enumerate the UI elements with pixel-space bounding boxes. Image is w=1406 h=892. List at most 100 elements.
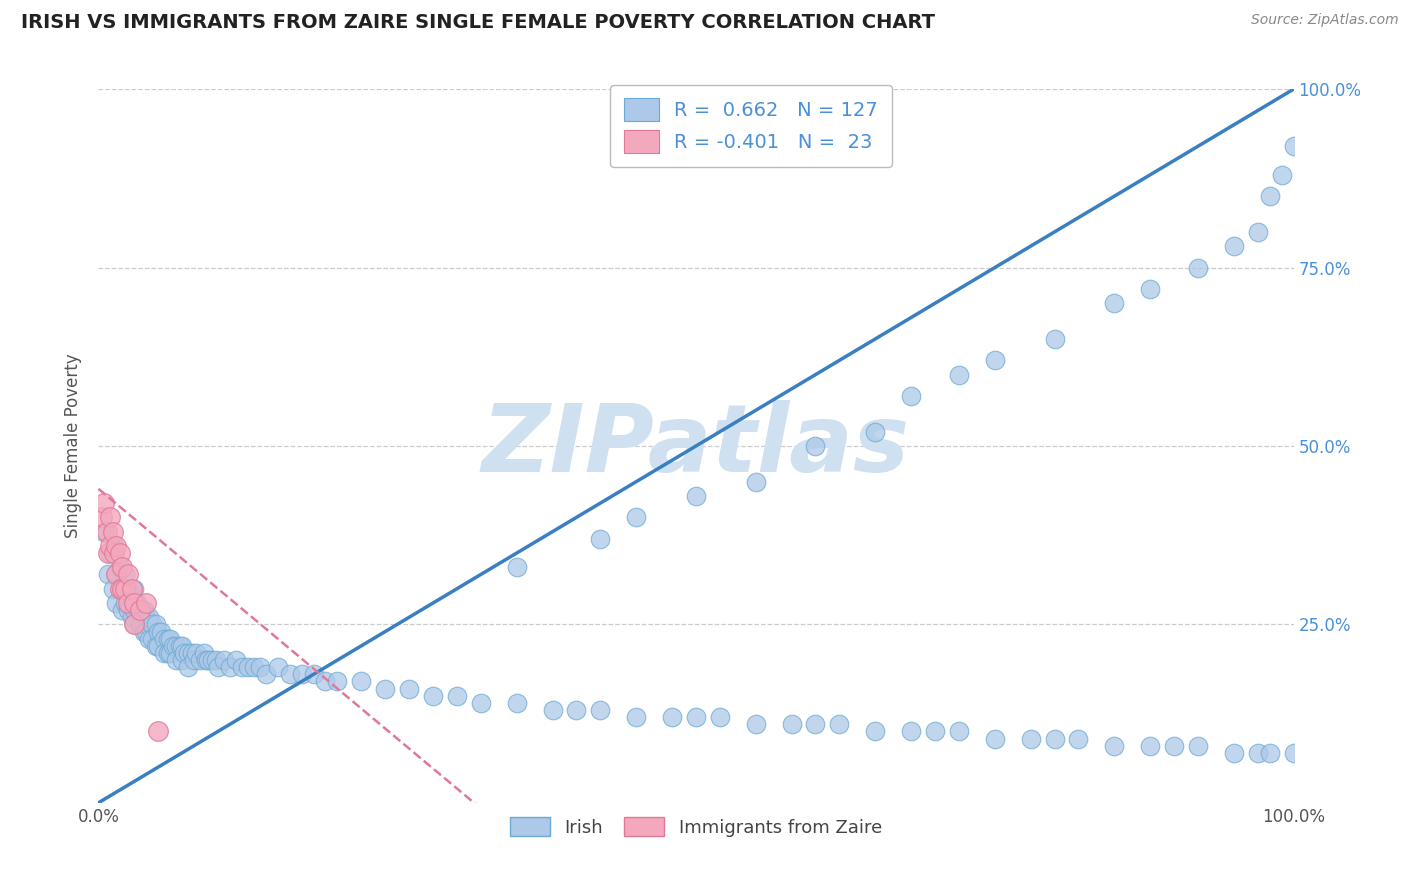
Point: [900, 724, 922, 739]
Point: [1187, 260, 1209, 275]
Point: [900, 389, 922, 403]
Point: [145, 617, 167, 632]
Point: [709, 710, 731, 724]
Point: [177, 646, 200, 660]
Point: [148, 624, 170, 639]
Point: [156, 632, 179, 646]
Point: [236, 660, 259, 674]
Point: [162, 639, 184, 653]
Point: [219, 660, 242, 674]
Point: [121, 610, 143, 624]
Point: [135, 624, 157, 639]
Point: [132, 624, 155, 639]
Point: [948, 368, 970, 382]
Point: [156, 646, 179, 660]
Point: [745, 717, 768, 731]
Point: [105, 596, 128, 610]
Point: [124, 617, 146, 632]
Point: [101, 582, 124, 596]
Point: [1223, 746, 1246, 760]
Point: [231, 660, 253, 674]
Y-axis label: Single Female Poverty: Single Female Poverty: [65, 354, 83, 538]
Point: [97, 546, 120, 560]
Point: [1043, 332, 1066, 346]
Point: [153, 632, 176, 646]
Text: IRISH VS IMMIGRANTS FROM ZAIRE SINGLE FEMALE POVERTY CORRELATION CHART: IRISH VS IMMIGRANTS FROM ZAIRE SINGLE FE…: [21, 13, 935, 32]
Point: [121, 582, 143, 596]
Point: [828, 717, 851, 731]
Point: [804, 439, 827, 453]
Point: [117, 567, 139, 582]
Point: [804, 717, 827, 731]
Point: [149, 624, 172, 639]
Point: [98, 539, 122, 553]
Point: [350, 674, 373, 689]
Point: [661, 710, 683, 724]
Point: [117, 582, 139, 596]
Point: [780, 717, 803, 731]
Point: [626, 510, 648, 524]
Point: [138, 610, 160, 624]
Point: [589, 532, 612, 546]
Point: [1247, 746, 1270, 760]
Point: [172, 653, 194, 667]
Point: [93, 496, 115, 510]
Point: [924, 724, 946, 739]
Point: [105, 567, 128, 582]
Point: [565, 703, 588, 717]
Point: [249, 660, 271, 674]
Point: [93, 524, 115, 539]
Point: [159, 632, 181, 646]
Point: [98, 510, 122, 524]
Point: [165, 653, 187, 667]
Point: [114, 596, 136, 610]
Point: [685, 710, 707, 724]
Point: [1282, 746, 1305, 760]
Point: [984, 353, 1007, 368]
Point: [153, 646, 176, 660]
Point: [129, 603, 152, 617]
Point: [173, 646, 195, 660]
Point: [135, 596, 157, 610]
Point: [326, 674, 349, 689]
Point: [121, 589, 143, 603]
Point: [1019, 731, 1042, 746]
Point: [108, 546, 131, 560]
Point: [865, 425, 887, 439]
Point: [124, 582, 146, 596]
Point: [398, 681, 420, 696]
Point: [254, 667, 277, 681]
Point: [589, 703, 612, 717]
Point: [470, 696, 492, 710]
Point: [111, 582, 134, 596]
Point: [98, 546, 122, 560]
Point: [267, 660, 290, 674]
Point: [506, 560, 529, 574]
Point: [111, 560, 134, 574]
Point: [159, 646, 181, 660]
Point: [1139, 282, 1161, 296]
Point: [148, 639, 170, 653]
Point: [984, 731, 1007, 746]
Point: [1258, 189, 1281, 203]
Point: [129, 617, 152, 632]
Point: [124, 617, 146, 632]
Point: [141, 617, 163, 632]
Point: [186, 646, 208, 660]
Point: [1067, 731, 1090, 746]
Point: [302, 667, 325, 681]
Point: [188, 653, 211, 667]
Point: [207, 660, 229, 674]
Point: [105, 539, 128, 553]
Point: [180, 646, 202, 660]
Point: [96, 524, 118, 539]
Point: [114, 567, 136, 582]
Legend: Irish, Immigrants from Zaire: Irish, Immigrants from Zaire: [503, 809, 889, 844]
Point: [183, 653, 205, 667]
Point: [103, 539, 125, 553]
Point: [91, 510, 114, 524]
Point: [1271, 168, 1294, 182]
Point: [103, 546, 125, 560]
Point: [117, 603, 139, 617]
Point: [1187, 739, 1209, 753]
